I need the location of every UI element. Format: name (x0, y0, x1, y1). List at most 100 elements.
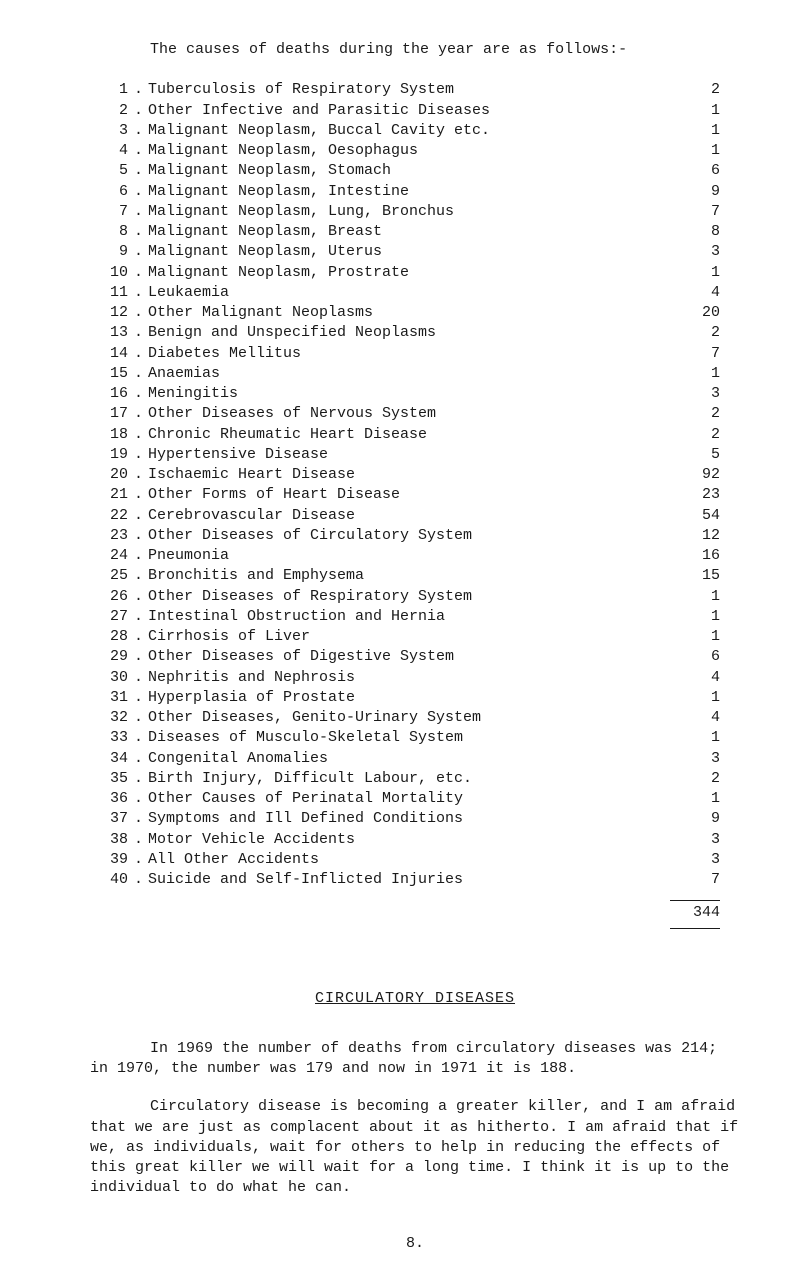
cause-row: 18.Chronic Rheumatic Heart Disease2 (90, 425, 740, 445)
cause-number: 21 (90, 485, 134, 505)
cause-text: Congenital Anomalies (148, 749, 690, 769)
cause-dot: . (134, 728, 148, 748)
cause-text: Other Causes of Perinatal Mortality (148, 789, 690, 809)
cause-dot: . (134, 121, 148, 141)
cause-row: 14.Diabetes Mellitus7 (90, 344, 740, 364)
cause-dot: . (134, 789, 148, 809)
cause-text: Bronchitis and Emphysema (148, 566, 690, 586)
cause-number: 16 (90, 384, 134, 404)
total-rule-top (670, 900, 720, 901)
cause-value: 8 (690, 222, 740, 242)
cause-value: 54 (690, 506, 740, 526)
cause-number: 15 (90, 364, 134, 384)
cause-text: Other Diseases of Nervous System (148, 404, 690, 424)
cause-number: 36 (90, 789, 134, 809)
cause-value: 92 (690, 465, 740, 485)
cause-text: Meningitis (148, 384, 690, 404)
cause-text: Malignant Neoplasm, Breast (148, 222, 690, 242)
paragraph-2: Circulatory disease is becoming a greate… (90, 1097, 740, 1198)
cause-dot: . (134, 526, 148, 546)
cause-number: 30 (90, 668, 134, 688)
cause-dot: . (134, 425, 148, 445)
cause-row: 19.Hypertensive Disease5 (90, 445, 740, 465)
cause-number: 27 (90, 607, 134, 627)
cause-dot: . (134, 141, 148, 161)
cause-text: Other Infective and Parasitic Diseases (148, 101, 690, 121)
cause-row: 37.Symptoms and Ill Defined Conditions9 (90, 809, 740, 829)
cause-value: 7 (690, 202, 740, 222)
cause-value: 6 (690, 647, 740, 667)
cause-number: 14 (90, 344, 134, 364)
cause-number: 20 (90, 465, 134, 485)
total-value: 344 (90, 903, 740, 923)
cause-text: Diabetes Mellitus (148, 344, 690, 364)
cause-number: 12 (90, 303, 134, 323)
cause-row: 11.Leukaemia4 (90, 283, 740, 303)
cause-value: 2 (690, 404, 740, 424)
cause-value: 1 (690, 121, 740, 141)
cause-number: 37 (90, 809, 134, 829)
cause-row: 5.Malignant Neoplasm, Stomach6 (90, 161, 740, 181)
cause-dot: . (134, 80, 148, 100)
cause-row: 40.Suicide and Self-Inflicted Injuries7 (90, 870, 740, 890)
cause-text: Other Diseases, Genito-Urinary System (148, 708, 690, 728)
cause-number: 39 (90, 850, 134, 870)
cause-value: 3 (690, 749, 740, 769)
cause-number: 10 (90, 263, 134, 283)
cause-number: 19 (90, 445, 134, 465)
cause-text: Other Forms of Heart Disease (148, 485, 690, 505)
cause-value: 4 (690, 708, 740, 728)
cause-dot: . (134, 182, 148, 202)
cause-number: 18 (90, 425, 134, 445)
cause-text: Hyperplasia of Prostate (148, 688, 690, 708)
cause-number: 40 (90, 870, 134, 890)
cause-text: Tuberculosis of Respiratory System (148, 80, 690, 100)
causes-table: 1.Tuberculosis of Respiratory System22.O… (90, 80, 740, 890)
cause-number: 4 (90, 141, 134, 161)
cause-text: Motor Vehicle Accidents (148, 830, 690, 850)
total-rule-bottom (670, 928, 720, 929)
cause-row: 32.Other Diseases, Genito-Urinary System… (90, 708, 740, 728)
cause-value: 3 (690, 384, 740, 404)
cause-row: 34.Congenital Anomalies3 (90, 749, 740, 769)
cause-row: 20.Ischaemic Heart Disease92 (90, 465, 740, 485)
cause-row: 33.Diseases of Musculo-Skeletal System1 (90, 728, 740, 748)
cause-number: 13 (90, 323, 134, 343)
cause-value: 3 (690, 850, 740, 870)
cause-dot: . (134, 769, 148, 789)
cause-dot: . (134, 607, 148, 627)
cause-value: 4 (690, 283, 740, 303)
cause-number: 34 (90, 749, 134, 769)
cause-row: 38.Motor Vehicle Accidents3 (90, 830, 740, 850)
cause-text: All Other Accidents (148, 850, 690, 870)
page-number: 8. (90, 1234, 740, 1254)
cause-number: 6 (90, 182, 134, 202)
cause-number: 23 (90, 526, 134, 546)
cause-dot: . (134, 668, 148, 688)
cause-text: Symptoms and Ill Defined Conditions (148, 809, 690, 829)
cause-text: Other Diseases of Circulatory System (148, 526, 690, 546)
cause-text: Suicide and Self-Inflicted Injuries (148, 870, 690, 890)
cause-value: 1 (690, 364, 740, 384)
cause-text: Ischaemic Heart Disease (148, 465, 690, 485)
cause-dot: . (134, 870, 148, 890)
cause-dot: . (134, 688, 148, 708)
cause-text: Malignant Neoplasm, Intestine (148, 182, 690, 202)
cause-dot: . (134, 627, 148, 647)
cause-text: Pneumonia (148, 546, 690, 566)
cause-row: 27.Intestinal Obstruction and Hernia1 (90, 607, 740, 627)
cause-dot: . (134, 364, 148, 384)
cause-dot: . (134, 647, 148, 667)
cause-row: 35.Birth Injury, Difficult Labour, etc.2 (90, 769, 740, 789)
cause-row: 26.Other Diseases of Respiratory System1 (90, 587, 740, 607)
cause-text: Malignant Neoplasm, Stomach (148, 161, 690, 181)
cause-row: 21.Other Forms of Heart Disease23 (90, 485, 740, 505)
cause-dot: . (134, 587, 148, 607)
cause-text: Birth Injury, Difficult Labour, etc. (148, 769, 690, 789)
cause-dot: . (134, 283, 148, 303)
cause-dot: . (134, 303, 148, 323)
cause-row: 17.Other Diseases of Nervous System2 (90, 404, 740, 424)
cause-value: 6 (690, 161, 740, 181)
cause-value: 9 (690, 182, 740, 202)
cause-text: Hypertensive Disease (148, 445, 690, 465)
